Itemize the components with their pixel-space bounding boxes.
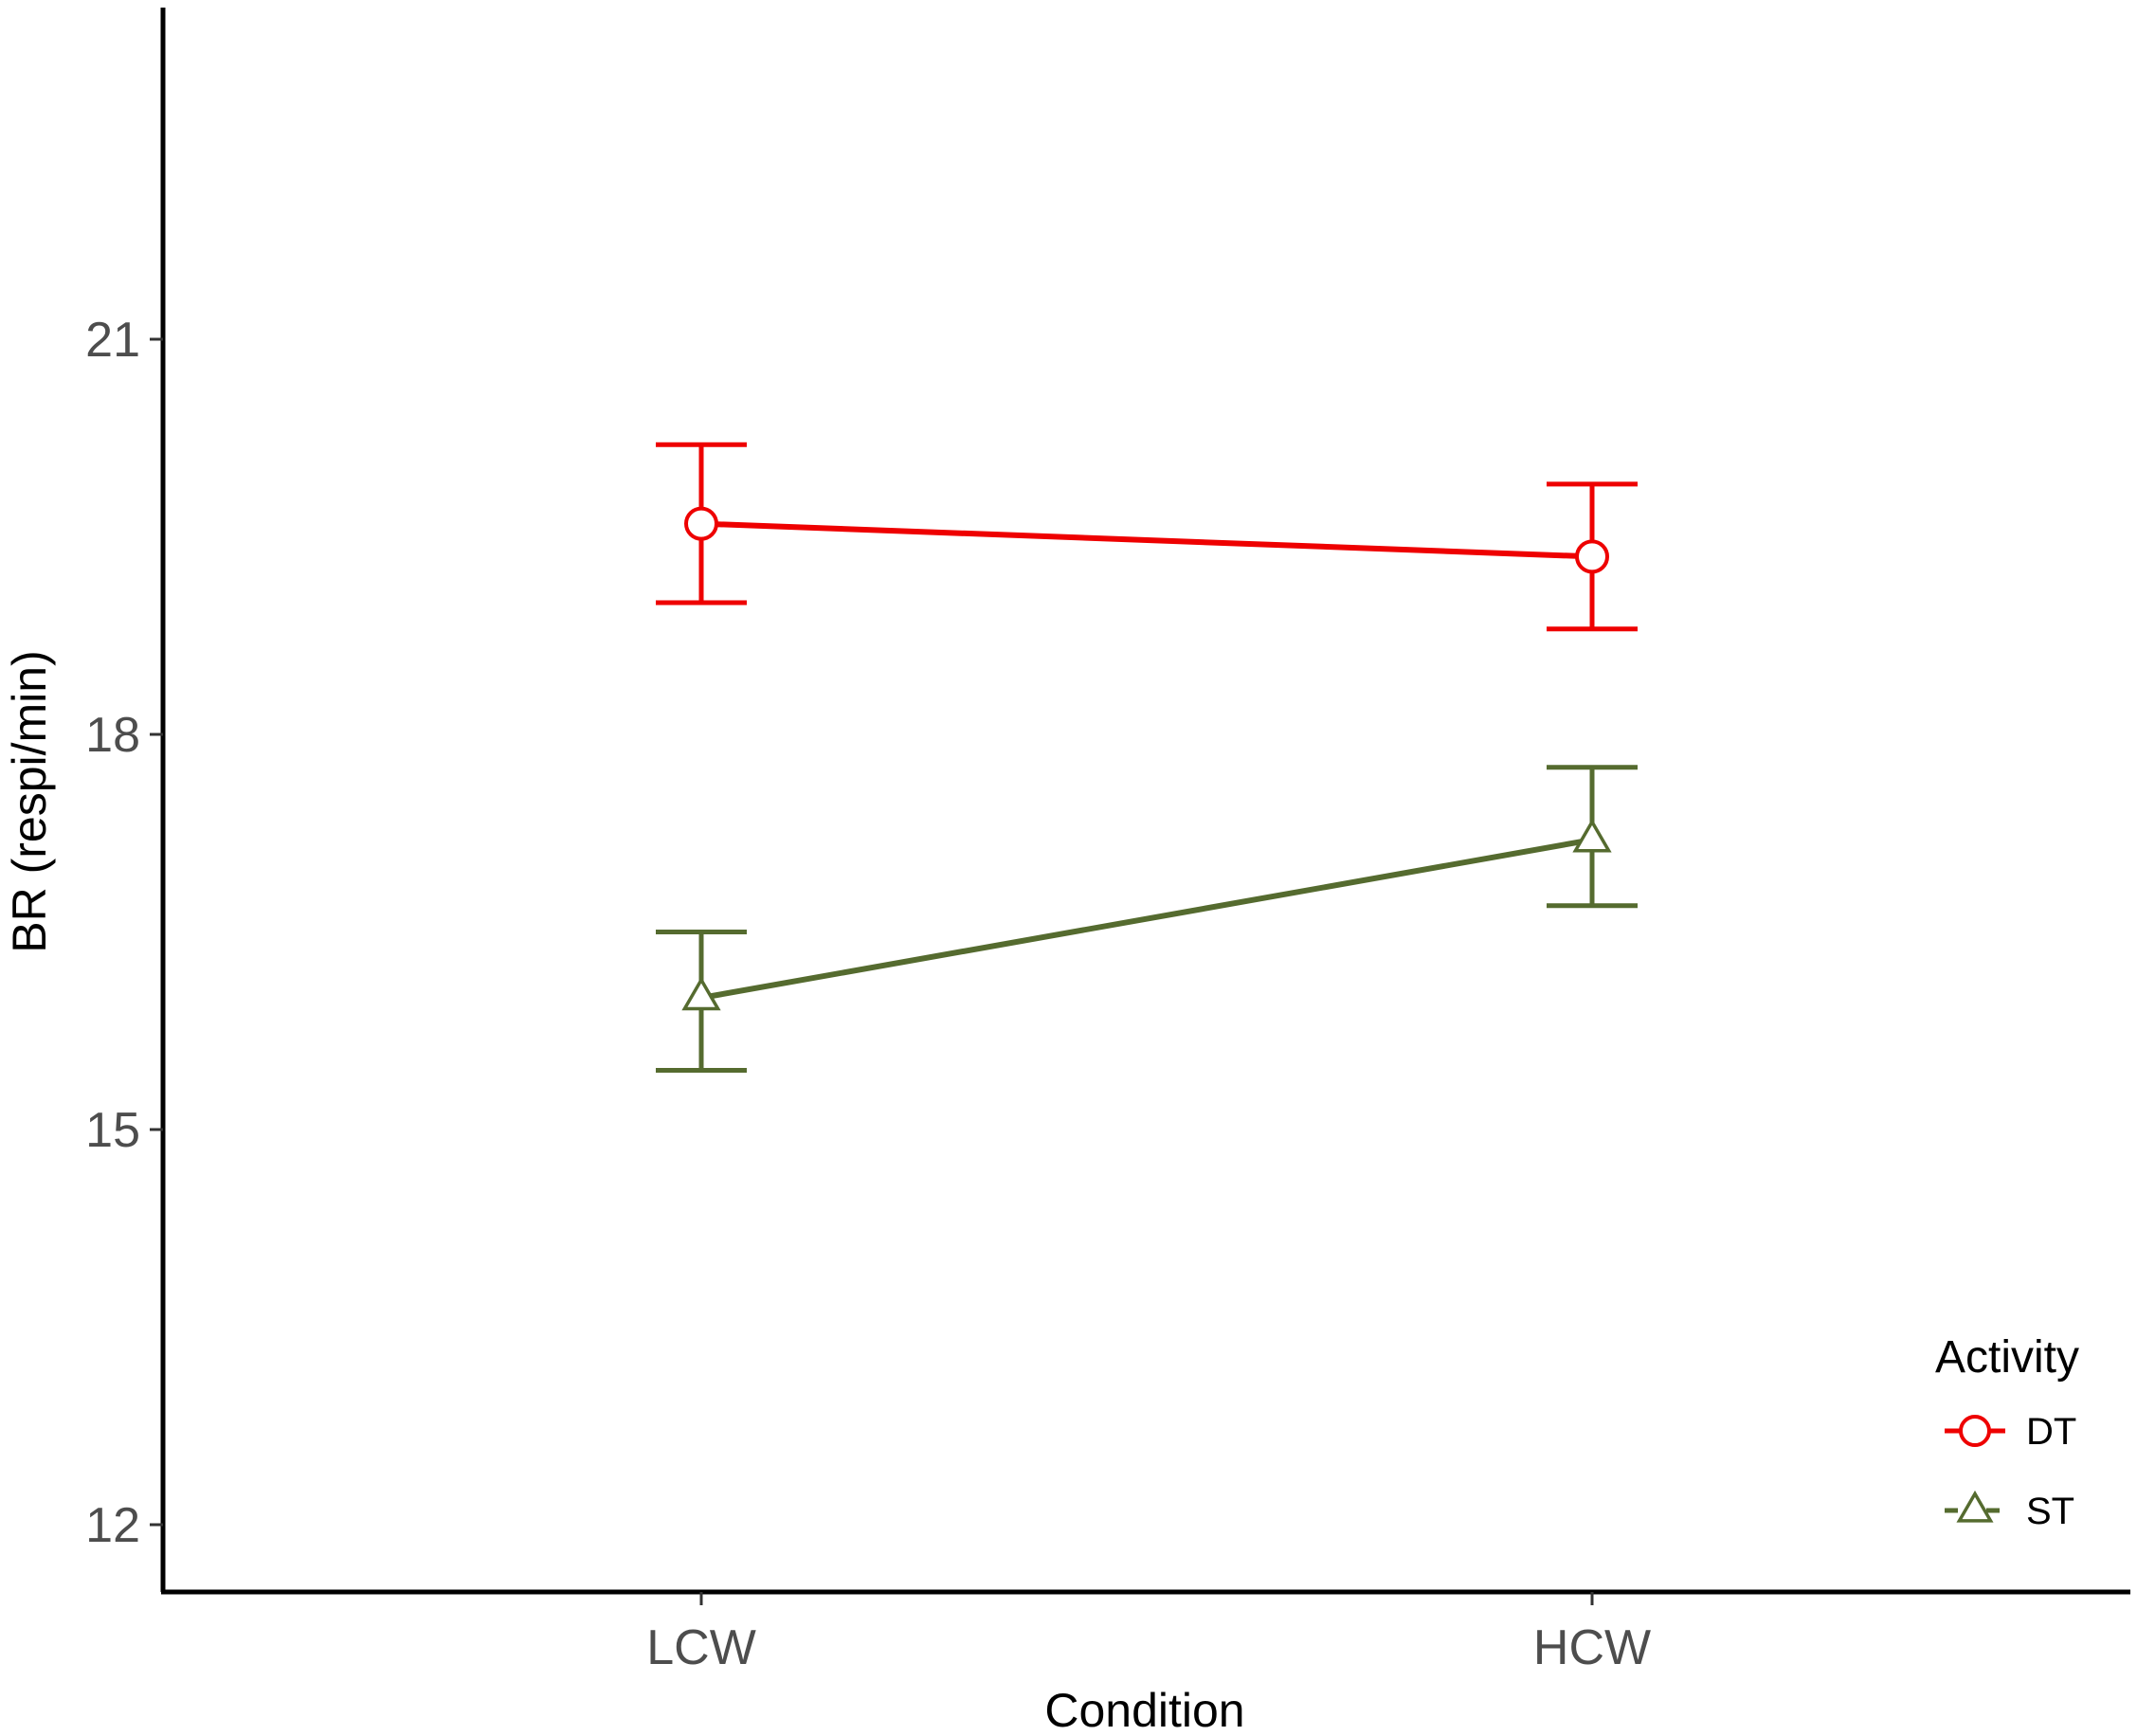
x-axis-title: Condition — [1044, 1684, 1244, 1736]
legend-title: Activity — [1935, 1332, 2079, 1383]
chart-marks — [656, 442, 1638, 1073]
series-line — [700, 520, 1593, 560]
series-st — [656, 765, 1638, 1073]
y-axis-title: BR (respi/min) — [3, 650, 56, 952]
x-tick-label: LCW — [646, 1620, 756, 1675]
legend-key-marker — [1959, 1415, 1991, 1447]
legend-label-dt: DT — [2026, 1411, 2076, 1453]
legend-key-marker — [1956, 1490, 1994, 1523]
y-tick-label: 21 — [85, 313, 140, 368]
x-tick-label: HCW — [1533, 1620, 1651, 1675]
legend-label-st: ST — [2026, 1491, 2074, 1532]
data-point — [681, 976, 721, 1011]
y-tick-label: 18 — [85, 708, 140, 763]
data-point — [1572, 818, 1612, 853]
series-dt — [656, 442, 1638, 632]
data-point — [1575, 539, 1609, 574]
data-point — [684, 506, 718, 541]
y-tick-label: 15 — [85, 1103, 140, 1158]
plot-area: 12 15 18 21 LCW HCW — [85, 8, 2130, 1675]
y-tick-label: 12 — [85, 1498, 140, 1553]
legend: Activity DT ST — [1935, 1332, 2079, 1532]
series-line — [700, 837, 1593, 1001]
